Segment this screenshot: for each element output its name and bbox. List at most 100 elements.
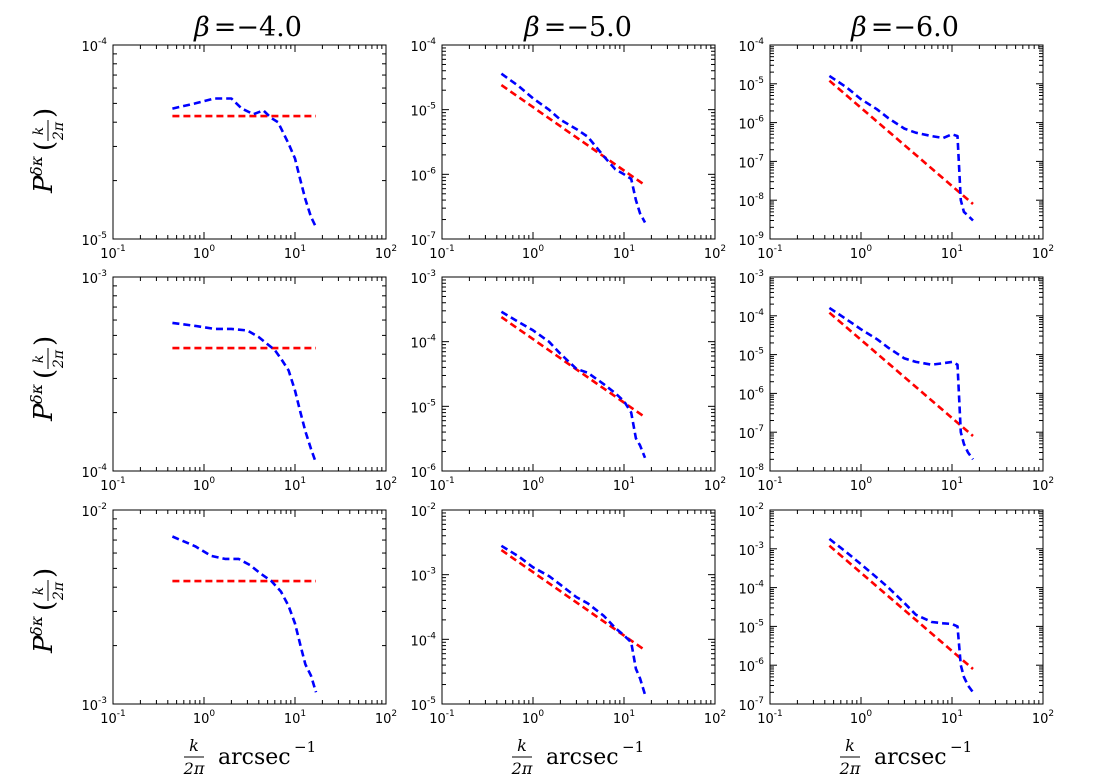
- y-tick-label: 10-7: [738, 696, 764, 714]
- x-tick-label: 101: [941, 709, 963, 727]
- y-tick-label: 10-4: [81, 463, 107, 481]
- y-tick-label: 10-3: [410, 567, 436, 585]
- y-tick-label: 10-9: [738, 231, 764, 249]
- x-tick-label: 10-1: [100, 476, 126, 494]
- x-tick-label: 102: [704, 244, 726, 262]
- svg-text:(: (: [30, 369, 60, 379]
- x-tick-label: 102: [375, 476, 397, 494]
- svg-text:arcsec: arcsec: [874, 745, 947, 770]
- x-tick-label: 102: [704, 709, 726, 727]
- x-tick-label: 100: [522, 476, 545, 494]
- x-tick-label: 101: [613, 476, 635, 494]
- column-title-beta-6: β =−6.0: [850, 12, 959, 43]
- y-tick-label: 10-7: [738, 424, 764, 442]
- svg-text:k: k: [31, 127, 47, 135]
- xlabel-col-2: k 2π arcsec −1: [511, 736, 644, 778]
- axes-frame: [112, 509, 387, 705]
- x-tick-label: 101: [941, 244, 963, 262]
- panel-r3-c1: 10-1 100 101 102 10-3 10-2: [81, 502, 397, 727]
- y-tick-label: 10-4: [410, 334, 436, 352]
- x-tick-label: 100: [850, 244, 873, 262]
- panel-r1-c1: 10-1 100 101 102 10-5 10-4: [81, 37, 397, 262]
- y-tick-label: 10-8: [738, 192, 764, 210]
- y-tick-label: 10-7: [738, 153, 764, 171]
- x-tick-label: 101: [284, 476, 306, 494]
- x-tick-label: 101: [284, 709, 306, 727]
- y-tick-label: 10-6: [738, 385, 764, 403]
- y-tick-label: 10-4: [738, 308, 764, 326]
- xlabel-col-1: k 2π arcsec −1: [183, 736, 316, 778]
- svg-text:): ): [30, 568, 60, 578]
- series-model-line: [828, 79, 974, 205]
- column-title-beta-4: β =−4.0: [193, 12, 302, 43]
- y-tick-label: 10-6: [738, 657, 764, 675]
- series-model-line: [500, 84, 646, 187]
- axes-frame: [112, 44, 387, 240]
- x-tick-label: 102: [1032, 709, 1054, 727]
- x-tick-label: 101: [613, 709, 635, 727]
- panel-r2-c2: 10-1 100 101 102 10-6 10-5 10-4 10-3: [410, 269, 726, 494]
- axes-frame: [441, 509, 716, 705]
- panel-r2-c1: 10-1 100 101 102 10-4 10-3: [81, 269, 397, 494]
- y-tick-label: 10-3: [738, 269, 764, 287]
- axes-frame: [441, 276, 716, 472]
- axes-frame: [441, 44, 716, 240]
- y-tick-label: 10-4: [410, 631, 436, 649]
- y-tick-label: 10-4: [738, 37, 764, 55]
- y-tick-label: 10-6: [410, 463, 436, 481]
- x-tick-label: 10-1: [100, 709, 126, 727]
- svg-text:2π: 2π: [183, 759, 205, 778]
- series-measured-line: [828, 306, 975, 461]
- ylabel-row-2: P δκ ( k 2π ): [27, 336, 67, 422]
- svg-text:2π: 2π: [511, 759, 533, 778]
- svg-text:(: (: [30, 601, 60, 611]
- x-tick-label: 101: [284, 244, 306, 262]
- series-measured-line: [171, 535, 318, 693]
- svg-text:2π: 2π: [51, 349, 67, 369]
- x-tick-label: 100: [522, 244, 545, 262]
- ylabel-row-1: P δκ ( k 2π ): [27, 108, 67, 194]
- y-tick-label: 10-5: [410, 696, 436, 714]
- svg-text:k: k: [31, 587, 47, 595]
- y-tick-label: 10-4: [738, 580, 764, 598]
- y-tick-label: 10-6: [738, 115, 764, 133]
- svg-text:−1: −1: [294, 738, 316, 756]
- y-tick-label: 10-4: [410, 37, 436, 55]
- y-tick-label: 10-5: [410, 398, 436, 416]
- series-measured-line: [172, 321, 318, 464]
- x-tick-label: 10-1: [757, 709, 783, 727]
- svg-text:δκ: δκ: [27, 155, 46, 176]
- y-tick-label: 10-3: [81, 696, 107, 714]
- series-model-line: [828, 311, 974, 437]
- x-tick-label: 10-1: [100, 244, 126, 262]
- y-tick-label: 10-7: [410, 231, 436, 249]
- series-model-line: [828, 544, 974, 670]
- svg-text:δκ: δκ: [27, 615, 46, 636]
- x-tick-label: 102: [375, 709, 397, 727]
- svg-text:k: k: [31, 355, 47, 363]
- y-tick-label: 10-4: [81, 37, 107, 55]
- x-tick-label: 100: [193, 476, 216, 494]
- y-tick-label: 10-3: [410, 269, 436, 287]
- y-tick-label: 10-5: [738, 347, 764, 365]
- x-tick-label: 102: [1032, 476, 1054, 494]
- y-tick-label: 10-6: [410, 166, 436, 184]
- svg-text:P: P: [29, 635, 59, 654]
- x-tick-label: 100: [193, 244, 216, 262]
- panel-r3-c3: 10-1 100 101 102 10-7 10-6 10-5 10-4 10-3 10-2: [738, 502, 1054, 727]
- svg-text:δκ: δκ: [27, 383, 46, 404]
- svg-text:arcsec: arcsec: [546, 745, 619, 770]
- svg-text:k: k: [845, 736, 855, 755]
- svg-text:2π: 2π: [51, 581, 67, 601]
- svg-text:k: k: [189, 736, 199, 755]
- series-model-line: [500, 316, 646, 419]
- series-measured-line: [500, 310, 647, 459]
- x-tick-label: 10-1: [429, 244, 455, 262]
- svg-text:2π: 2π: [51, 121, 67, 141]
- svg-text:P: P: [29, 175, 59, 194]
- x-tick-label: 100: [850, 476, 873, 494]
- x-tick-label: 10-1: [757, 244, 783, 262]
- svg-text:(: (: [30, 141, 60, 151]
